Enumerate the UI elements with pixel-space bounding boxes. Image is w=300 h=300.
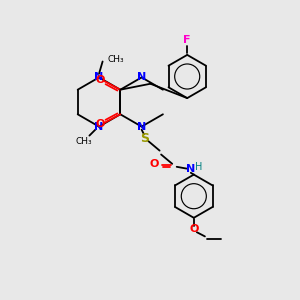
Text: N: N [186,164,195,174]
Text: O: O [150,159,159,169]
Text: N: N [137,72,146,82]
Text: CH₃: CH₃ [76,136,92,146]
Text: N: N [94,122,103,132]
Text: S: S [140,131,149,145]
Text: N: N [137,122,146,132]
Text: O: O [96,119,105,129]
Text: O: O [96,75,105,85]
Text: F: F [184,35,191,45]
Text: O: O [189,224,199,234]
Text: H: H [195,162,202,172]
Text: N: N [94,72,103,82]
Text: CH₃: CH₃ [108,55,124,64]
